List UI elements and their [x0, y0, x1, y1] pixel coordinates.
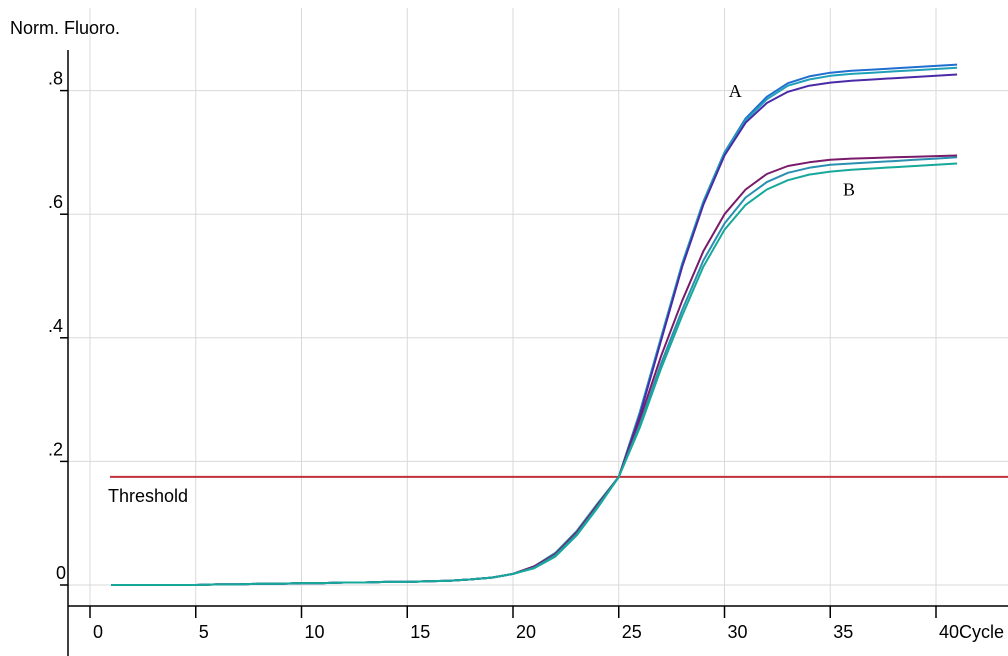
y-tick-label: .6 [48, 192, 63, 212]
x-tick-label: 10 [305, 622, 325, 642]
axes: 0 .2 .4 .6 .8 0 5 10 15 20 25 30 35 40 Cycle [48, 50, 1008, 656]
annotation-a: A [729, 81, 742, 101]
grid [68, 8, 1008, 606]
x-axis-label: Cycle [959, 622, 1004, 642]
x-tick-label: 15 [410, 622, 430, 642]
annotation-b: B [843, 180, 855, 200]
x-tick-label: 5 [199, 622, 209, 642]
y-tick-label: 0 [56, 563, 66, 583]
series-line-6 [111, 162, 958, 586]
x-tick-label: 0 [93, 622, 103, 642]
labels: Norm. Fluoro. [10, 18, 120, 38]
annotations: AB [729, 81, 855, 200]
y-tick-label: .2 [48, 439, 63, 459]
y-tick-label: .8 [48, 69, 63, 89]
threshold-label: Threshold [108, 486, 188, 506]
y-tick-label: .4 [48, 316, 63, 336]
threshold-layer: Threshold [108, 475, 1008, 506]
x-tick-label: 35 [833, 622, 853, 642]
series-layer [111, 63, 958, 586]
x-tick-label: 20 [516, 622, 536, 642]
y-axis-label: Norm. Fluoro. [10, 18, 120, 38]
x-tick-label: 30 [728, 622, 748, 642]
x-tick-label: 25 [622, 622, 642, 642]
x-tick-label: 40 [939, 622, 959, 642]
